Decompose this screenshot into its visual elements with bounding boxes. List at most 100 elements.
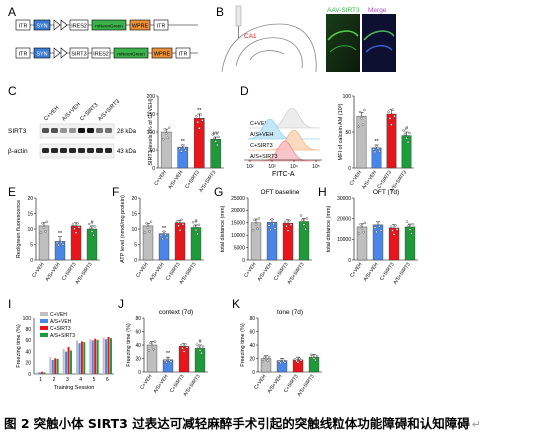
bar: [404, 226, 416, 261]
data-point: [180, 150, 183, 153]
data-point: [162, 230, 166, 233]
panel-letter-g: G: [214, 185, 223, 199]
data-point: [373, 150, 377, 154]
data-point: [402, 129, 405, 132]
data-point: [376, 147, 380, 150]
figure-canvas: A B C D E F G H I J K ITR SYN IRES2 mNeonGr…: [8, 5, 418, 398]
data-point: [93, 225, 97, 228]
histogram-curves: C+VEH A/S+VEH C+SIRT3 A/S+SIRT3: [247, 107, 321, 162]
bar: [69, 350, 72, 374]
bar: [43, 372, 46, 374]
data-point: [149, 341, 152, 345]
data-point: [392, 233, 396, 236]
data-point: [196, 121, 199, 124]
hist-tick-label: 10⁴: [290, 164, 298, 170]
panel-letter-h: H: [318, 185, 327, 199]
data-point: [357, 125, 360, 128]
bar: [146, 344, 158, 373]
actin-band: [69, 148, 76, 153]
bar: [194, 348, 206, 373]
caption-text: 突触小体 SIRT3 过表达可减轻麻醉手术引起的突触线粒体功能障碍和认知障碍: [33, 416, 470, 431]
data-point: [376, 220, 380, 224]
data-point: [164, 233, 167, 236]
x-tick-label: 5: [93, 377, 96, 383]
data-point: [61, 243, 65, 246]
data-point: [403, 133, 407, 136]
data-point: [408, 228, 412, 231]
y-tick-label: 5: [30, 242, 33, 248]
merge-green-signal: [363, 30, 395, 41]
construct-element-itr: [153, 19, 169, 31]
data-point: [152, 348, 155, 351]
data-point: [166, 136, 169, 139]
data-point: [76, 221, 79, 225]
bar: [91, 340, 94, 374]
x-tick-label: C+SIRT3: [273, 262, 290, 283]
data-point: [285, 225, 288, 228]
data-point: [378, 149, 381, 153]
actin-band: [51, 148, 58, 153]
significance-mark: **: [166, 351, 171, 357]
y-axis-label: Freezing time (%): [126, 323, 132, 367]
bar: [94, 338, 97, 374]
bar: [96, 339, 99, 374]
data-point: [359, 223, 362, 226]
histogram-label: C+VEH: [250, 121, 269, 127]
bar: [49, 357, 52, 374]
x-tick-label: C+VEH: [153, 169, 168, 187]
dentate-gyrus: [249, 50, 285, 61]
return-mark: ↵: [471, 418, 481, 431]
bar: [56, 358, 59, 374]
data-point: [257, 217, 261, 220]
data-point: [273, 227, 277, 230]
data-point: [60, 240, 63, 244]
bar: [83, 342, 86, 374]
x-tick-label: C+SIRT3: [169, 374, 186, 395]
construct-element-mneongreen: [91, 19, 127, 31]
data-point: [166, 357, 170, 361]
data-point: [410, 232, 413, 235]
data-point: [269, 228, 272, 232]
x-tick-label: C+SIRT3: [61, 262, 78, 283]
data-point: [92, 233, 95, 237]
construct-label: mNeonGreen: [95, 23, 123, 28]
legend-label: A/S+SIRT3: [50, 333, 75, 339]
data-point: [143, 231, 147, 234]
data-point: [405, 220, 409, 223]
panel-letter-i: I: [8, 297, 11, 311]
data-point: [266, 359, 269, 362]
legend-swatch: [40, 319, 48, 323]
y-tick-label: 100: [343, 94, 352, 100]
promoter-arrow-icon: [60, 19, 68, 31]
chart-d-bar: 0 50 100 MFI of calcein AM (10³) C+VEH ** A/S+…: [338, 94, 414, 194]
data-point: [195, 343, 199, 346]
data-point: [391, 229, 394, 232]
data-point: [163, 359, 167, 363]
histogram-label: C+SIRT3: [250, 143, 273, 149]
data-point: [184, 149, 187, 152]
data-point: [395, 228, 399, 231]
data-point: [296, 361, 300, 364]
promoter-arrow-icon: [53, 19, 61, 31]
y-tick-label: 60: [135, 329, 141, 335]
chart-f: 0 5 10 15 20 ATP level (nmol/mg protein) C+VEH…: [120, 195, 204, 286]
bar: [102, 337, 105, 374]
data-point: [295, 359, 298, 363]
data-point: [196, 232, 199, 236]
data-point: [198, 127, 201, 130]
x-tick-label: C+VEH: [135, 261, 150, 279]
x-tick-label: C+SIRT3: [165, 262, 182, 283]
bar: [86, 228, 98, 261]
y-axis-label: total distance (mm): [326, 205, 332, 252]
histogram-curve: [248, 107, 320, 129]
bar: [356, 115, 367, 169]
data-point: [169, 360, 173, 363]
legend-label: A/S+VEH: [50, 319, 72, 325]
y-tick-label: 0: [134, 258, 137, 264]
y-tick-label: 40: [25, 349, 31, 355]
y-tick-label: 20: [25, 361, 31, 367]
data-point: [165, 236, 169, 240]
data-point: [283, 361, 287, 364]
actin-kda: 43 kDa: [117, 149, 137, 155]
data-point: [312, 357, 316, 360]
